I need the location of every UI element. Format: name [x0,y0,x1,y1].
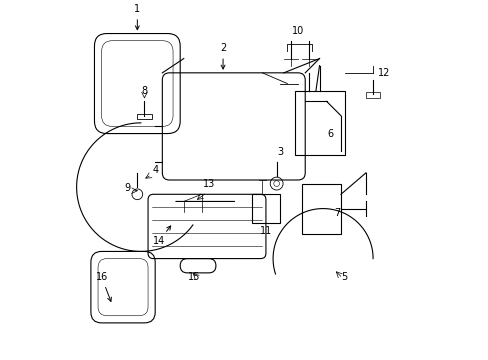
Text: 1: 1 [134,4,140,30]
Text: 12: 12 [377,68,389,78]
Text: 11: 11 [259,226,271,235]
Bar [301,184,340,234]
Text: 14: 14 [152,226,170,246]
Text: 2: 2 [220,44,226,69]
Text: 5: 5 [341,272,347,282]
Text: 3: 3 [277,147,283,157]
Text: 7: 7 [334,208,340,218]
Text: 16: 16 [95,272,111,301]
Text: 8: 8 [141,86,147,96]
Text: 15: 15 [188,272,200,282]
Bar [251,194,280,223]
Text: 9: 9 [124,183,130,193]
Text: 6: 6 [326,129,333,139]
Bar [294,91,344,155]
Text: 13: 13 [202,179,214,189]
Text: 10: 10 [291,26,304,36]
Text: 4: 4 [152,165,158,175]
Bar [365,93,380,98]
